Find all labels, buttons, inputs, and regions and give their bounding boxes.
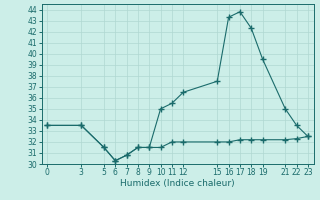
X-axis label: Humidex (Indice chaleur): Humidex (Indice chaleur) bbox=[120, 179, 235, 188]
